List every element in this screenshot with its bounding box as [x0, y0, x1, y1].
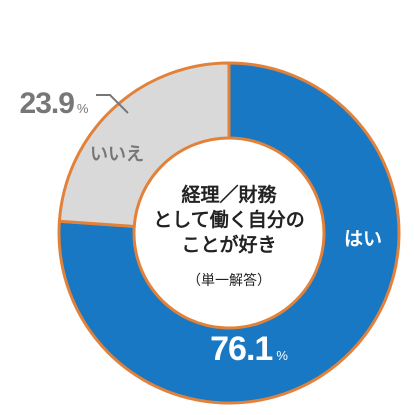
- center-title: 経理／財務 として働く自分の ことが好き: [153, 183, 304, 256]
- center-title-line-1: 経理／財務: [181, 183, 277, 206]
- center-note: （単一解答）: [187, 272, 271, 289]
- slice-label-no: いいえ: [90, 144, 144, 165]
- value-label-yes: 76.1%: [210, 330, 288, 368]
- value-unit-no: %: [77, 101, 89, 116]
- value-number-yes: 76.1: [210, 330, 272, 368]
- value-number-no: 23.9: [20, 87, 75, 120]
- slice-no: [57, 61, 231, 228]
- slice-yes: [57, 61, 401, 405]
- value-label-no: 23.9%: [20, 87, 89, 120]
- slice-label-yes: はい: [344, 228, 382, 250]
- donut-slices: [57, 61, 401, 405]
- center-title-line-3: ことが好き: [181, 233, 276, 256]
- value-unit-yes: %: [276, 348, 288, 363]
- center-title-line-2: として働く自分の: [153, 208, 304, 231]
- leader-line-no: [96, 94, 129, 114]
